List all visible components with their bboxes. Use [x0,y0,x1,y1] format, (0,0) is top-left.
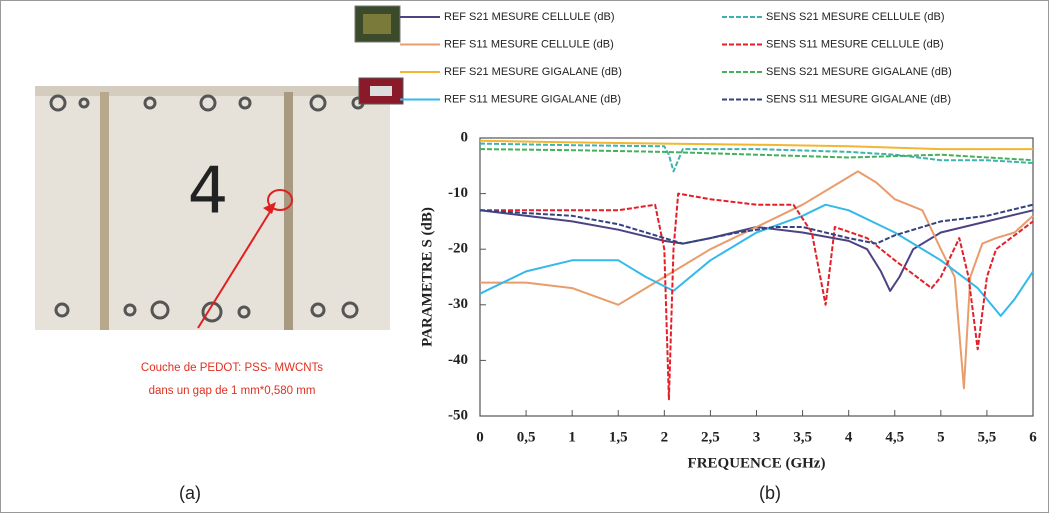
series-line [479,203,1034,317]
x-tick-label: 2,5 [701,429,720,445]
strip [284,92,293,330]
sample-number: 4 [188,155,229,229]
y-tick-label: 0 [461,129,469,145]
holes [49,94,365,323]
photo: 4 [35,86,390,330]
series-line [480,170,1034,390]
legend-label: REF S11 MESURE GIGALANE (dB) [444,93,621,105]
series-line [479,203,1034,245]
x-tick-label: 1,5 [609,429,628,445]
x-tick-label: 6 [1029,429,1037,445]
y-tick-label: -10 [448,185,468,201]
y-axis-title: PARAMETRE S (dB) [419,207,435,347]
y-tick-label: -30 [448,296,468,312]
legend-label: REF S21 MESURE GIGALANE (dB) [444,66,622,78]
series-line [479,139,1033,151]
x-tick-label: 3,5 [793,429,812,445]
edge [35,86,390,96]
panel-label: (a) [179,483,201,503]
annotation: dans un gap de 1 mm*0,580 mm [149,385,316,397]
legend-label: SENS S21 MESURE CELLULE (dB) [766,11,945,23]
legend-label: SENS S11 MESURE CELLULE (dB) [766,38,944,50]
strip [100,92,109,330]
x-tick-label: 4 [845,429,853,445]
y-tick-label: -50 [448,407,468,423]
x-tick-label: 3 [753,429,761,445]
legend-label: REF S21 MESURE CELLULE (dB) [444,11,615,23]
annotation: Couche de PEDOT: PSS- MWCNTs [141,362,323,374]
series-line [479,148,1034,162]
x-tick-label: 0,5 [517,429,536,445]
x-tick-label: 0 [476,429,484,445]
legend-label: SENS S21 MESURE GIGALANE (dB) [766,66,952,78]
arrow [197,206,274,329]
series-line [480,192,1034,401]
legend-label: REF S11 MESURE CELLULE (dB) [444,38,614,50]
x-tick-label: 5 [937,429,945,445]
icon-detail [370,86,392,96]
icon-detail [363,14,391,34]
x-tick-label: 4,5 [885,429,904,445]
x-axis-title: FREQUENCE (GHz) [688,455,826,471]
series-line [479,142,1034,173]
x-tick-label: 5,5 [978,429,997,445]
highlight [267,189,293,211]
arrow-head [263,202,276,214]
x-tick-label: 2 [661,429,669,445]
legend-label: SENS S11 MESURE GIGALANE (dB) [766,93,951,105]
y-tick-label: -20 [448,241,468,257]
y-tick-label: -40 [448,352,468,368]
panel-label: (b) [759,483,781,503]
substrate [35,86,390,330]
x-tick-label: 1 [568,429,576,445]
